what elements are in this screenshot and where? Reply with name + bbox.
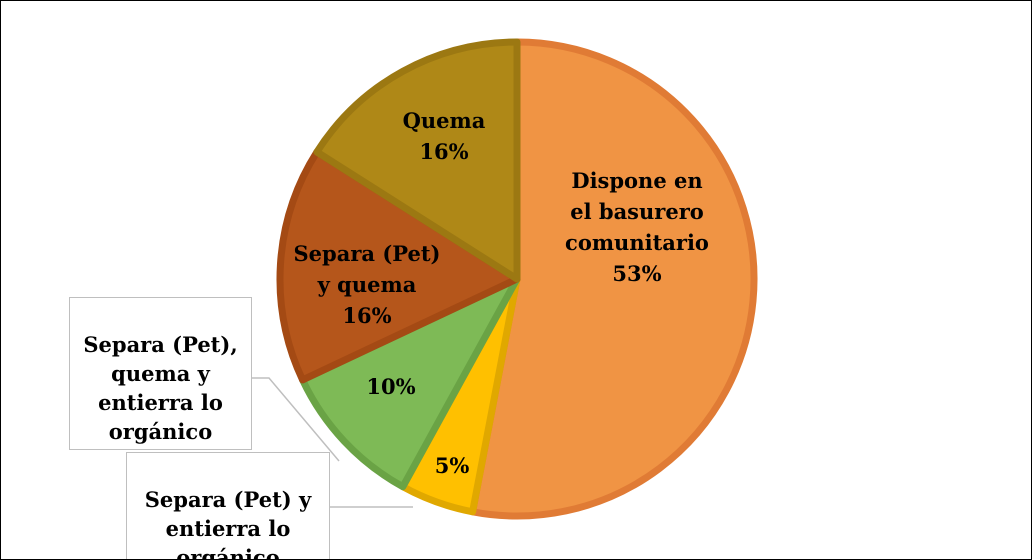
pie-slice-2 xyxy=(299,275,521,491)
callout-separa-pet-quema-entierra: Separa (Pet), quema y entierra lo orgáni… xyxy=(69,297,252,450)
data-label-1: 5% xyxy=(435,453,470,478)
data-label-3: Separa (Pet) y quema 16% xyxy=(294,241,441,328)
callout-label: Separa (Pet) y entierra lo orgánico xyxy=(144,487,312,560)
pie-data-labels: Dispone en el basurero comunitario 53% 5% 10%… xyxy=(294,108,709,478)
data-label-2: 10% xyxy=(366,374,415,399)
callout-leader-lines xyxy=(252,377,413,508)
pie-slice-0 xyxy=(469,38,758,520)
callout-separa-pet-entierra: Separa (Pet) y entierra lo orgánico xyxy=(126,452,330,560)
data-label-0: Dispone en el basurero comunitario 53% xyxy=(565,168,709,286)
callout-label: Separa (Pet), quema y entierra lo orgáni… xyxy=(83,332,238,444)
pie-slice-3 xyxy=(276,148,521,384)
pie-slices xyxy=(276,38,758,520)
data-label-4: Quema 16% xyxy=(403,108,486,164)
pie-slice-4 xyxy=(313,38,521,283)
leader-line-0 xyxy=(252,377,340,462)
